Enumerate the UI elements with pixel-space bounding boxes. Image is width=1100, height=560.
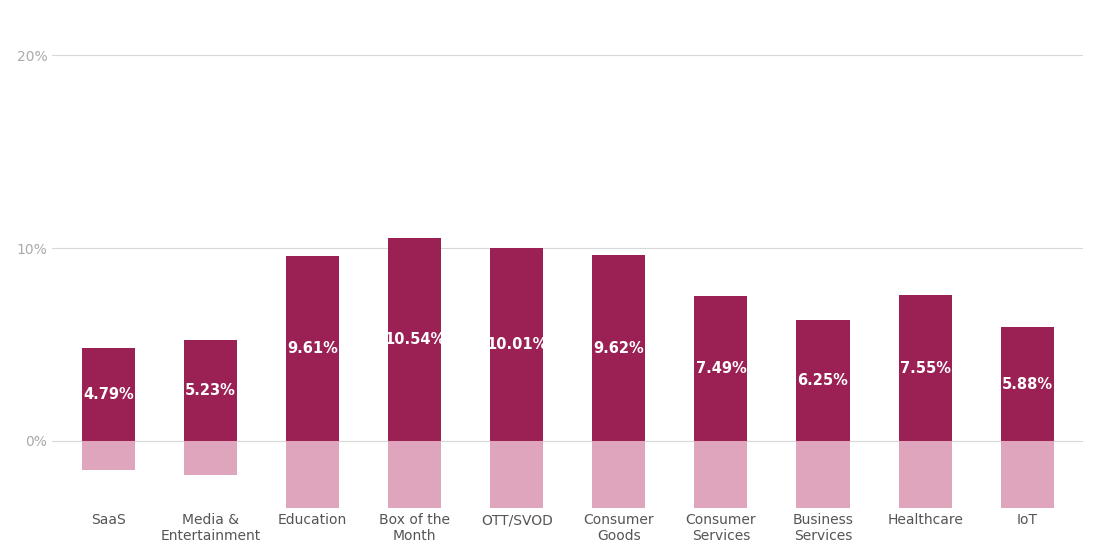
Bar bbox=[899, 295, 952, 441]
Bar bbox=[592, 441, 646, 547]
Bar bbox=[286, 255, 339, 441]
Bar bbox=[388, 237, 441, 441]
Bar bbox=[388, 441, 441, 560]
Bar bbox=[81, 441, 135, 470]
Bar bbox=[694, 441, 748, 528]
Text: 10.01%: 10.01% bbox=[486, 337, 548, 352]
Text: 7.55%: 7.55% bbox=[900, 361, 950, 376]
Bar bbox=[81, 348, 135, 441]
Bar bbox=[286, 441, 339, 528]
Bar bbox=[491, 441, 543, 560]
Text: 9.61%: 9.61% bbox=[287, 340, 338, 356]
Bar bbox=[1001, 441, 1054, 537]
Text: 5.23%: 5.23% bbox=[185, 383, 235, 398]
Text: 4.79%: 4.79% bbox=[82, 387, 134, 402]
Bar bbox=[184, 340, 238, 441]
Bar bbox=[184, 441, 238, 475]
Bar bbox=[592, 255, 646, 441]
Bar bbox=[899, 441, 952, 528]
Text: 7.49%: 7.49% bbox=[695, 361, 746, 376]
Bar bbox=[796, 320, 849, 441]
Bar bbox=[694, 296, 748, 441]
Text: 9.62%: 9.62% bbox=[594, 340, 645, 356]
Bar bbox=[491, 248, 543, 441]
Bar bbox=[796, 441, 849, 508]
Text: 5.88%: 5.88% bbox=[1002, 377, 1053, 391]
Bar bbox=[1001, 328, 1054, 441]
Text: 10.54%: 10.54% bbox=[384, 332, 446, 347]
Text: 6.25%: 6.25% bbox=[798, 373, 848, 388]
